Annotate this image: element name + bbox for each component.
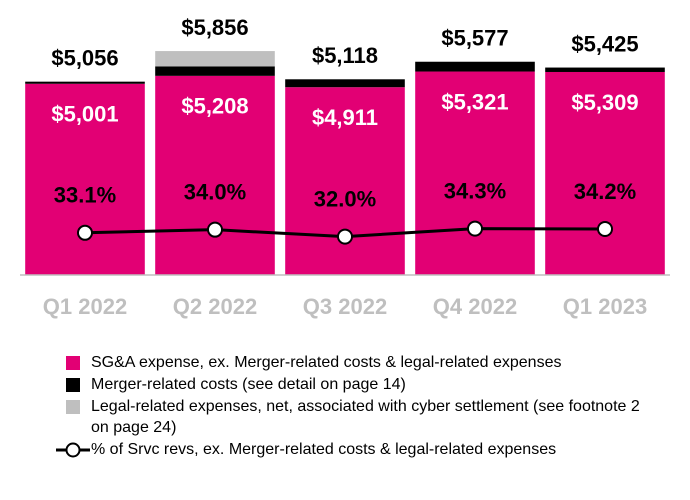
line-point bbox=[597, 220, 613, 237]
legend-swatch bbox=[66, 400, 80, 414]
line-point bbox=[207, 221, 223, 238]
legend-point bbox=[65, 442, 81, 458]
legend-label: Merger-related costs (see detail on page… bbox=[91, 376, 406, 393]
legend-item: % of Srvc revs, ex. Merger-related costs… bbox=[55, 439, 655, 460]
bar-segment bbox=[545, 71, 665, 275]
legend: SG&A expense, ex. Merger-related costs &… bbox=[55, 352, 655, 461]
bar-segment bbox=[415, 71, 535, 275]
bar-segment bbox=[545, 67, 665, 72]
bar-value-label: $5,321 bbox=[441, 89, 508, 114]
line-point bbox=[337, 228, 353, 245]
bar-segment bbox=[25, 83, 145, 275]
line-value-label: 34.3% bbox=[444, 178, 506, 203]
line-point bbox=[467, 220, 483, 237]
legend-item: Merger-related costs (see detail on page… bbox=[55, 374, 655, 395]
bar-segment bbox=[155, 51, 275, 67]
legend-marker bbox=[56, 442, 90, 458]
x-tick-label: Q4 2022 bbox=[433, 294, 517, 319]
total-label: $5,425 bbox=[571, 31, 638, 56]
bar-value-label: $5,309 bbox=[571, 90, 638, 115]
bar-segment bbox=[285, 79, 405, 88]
line-value-label: 32.0% bbox=[314, 186, 376, 211]
x-tick-label: Q1 2023 bbox=[563, 294, 647, 319]
legend-swatch bbox=[66, 378, 80, 392]
chart: $5,001 $5,056 Q1 2022 $5,208 $5,856 Q2 2022 $4… bbox=[20, 15, 670, 319]
bar-segment bbox=[415, 61, 535, 72]
legend-item: Legal-related expenses, net, associated … bbox=[55, 396, 655, 438]
x-tick-label: Q2 2022 bbox=[173, 294, 257, 319]
x-tick-label: Q1 2022 bbox=[43, 294, 127, 319]
bar-value-label: $5,001 bbox=[51, 102, 118, 127]
total-label: $5,056 bbox=[51, 45, 118, 70]
legend-label: % of Srvc revs, ex. Merger-related costs… bbox=[91, 441, 557, 458]
line-value-label: 34.0% bbox=[184, 179, 246, 204]
line-value-label: 34.2% bbox=[574, 179, 636, 204]
bar-segment bbox=[25, 81, 145, 84]
line-value-label: 33.1% bbox=[54, 183, 116, 208]
bar-segment bbox=[155, 66, 275, 76]
legend-marker bbox=[66, 356, 80, 370]
x-tick-label: Q3 2022 bbox=[303, 294, 387, 319]
bar-value-label: $5,208 bbox=[181, 94, 248, 119]
bar-segment bbox=[155, 75, 275, 276]
total-label: $5,856 bbox=[181, 15, 248, 40]
line-point bbox=[77, 224, 93, 241]
legend-marker bbox=[66, 378, 80, 392]
bar-value-label: $4,911 bbox=[312, 105, 378, 130]
legend-marker bbox=[66, 400, 80, 414]
total-label: $5,118 bbox=[312, 43, 378, 68]
legend-label: SG&A expense, ex. Merger-related costs &… bbox=[91, 354, 562, 371]
legend-label: Legal-related expenses, net, associated … bbox=[91, 398, 640, 436]
legend-swatch bbox=[66, 356, 80, 370]
legend-item: SG&A expense, ex. Merger-related costs &… bbox=[55, 352, 655, 373]
total-label: $5,577 bbox=[441, 26, 508, 51]
